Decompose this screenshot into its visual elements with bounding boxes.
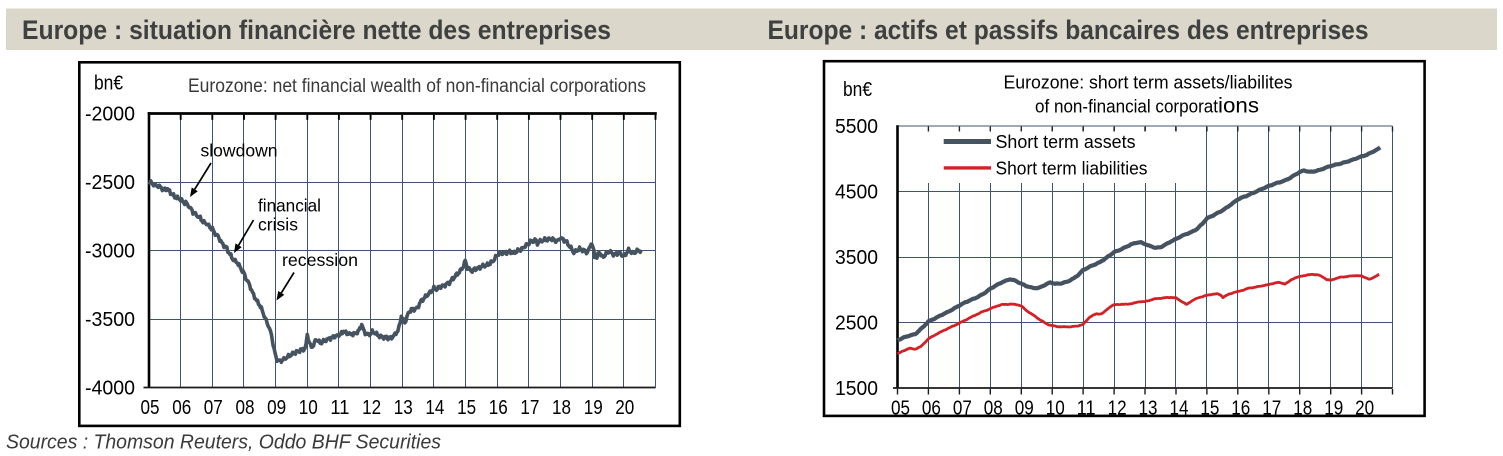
svg-text:12: 12 <box>362 397 381 419</box>
svg-text:3500: 3500 <box>835 247 878 269</box>
svg-text:10: 10 <box>1046 398 1065 420</box>
svg-text:-3000: -3000 <box>85 241 135 263</box>
svg-text:11: 11 <box>330 397 349 419</box>
svg-text:-2500: -2500 <box>85 172 135 194</box>
svg-text:Sources : Thomson Reuters, Odd: Sources : Thomson Reuters, Oddo BHF Secu… <box>6 432 441 454</box>
svg-text:19: 19 <box>584 397 603 419</box>
svg-text:06: 06 <box>172 397 191 419</box>
svg-text:5500: 5500 <box>835 116 878 138</box>
svg-text:20: 20 <box>615 397 634 419</box>
svg-text:13: 13 <box>1139 398 1158 420</box>
svg-text:recession: recession <box>282 250 358 270</box>
svg-text:12: 12 <box>1108 398 1127 420</box>
svg-text:09: 09 <box>267 397 286 419</box>
svg-text:05: 05 <box>891 398 910 420</box>
svg-text:05: 05 <box>141 397 160 419</box>
svg-text:1500: 1500 <box>835 378 878 400</box>
svg-text:15: 15 <box>457 397 476 419</box>
svg-text:19: 19 <box>1324 398 1343 420</box>
svg-text:07: 07 <box>953 398 972 420</box>
svg-text:08: 08 <box>984 398 1003 420</box>
svg-text:2500: 2500 <box>835 313 878 335</box>
svg-text:slowdown: slowdown <box>201 141 278 161</box>
svg-text:20: 20 <box>1355 398 1374 420</box>
svg-text:07: 07 <box>204 397 223 419</box>
svg-text:16: 16 <box>489 397 508 419</box>
svg-text:-3500: -3500 <box>85 309 135 331</box>
svg-text:18: 18 <box>1293 398 1312 420</box>
svg-text:14: 14 <box>425 397 444 419</box>
svg-text:09: 09 <box>1015 398 1034 420</box>
svg-text:17: 17 <box>1262 398 1281 420</box>
svg-text:Short term liabilities: Short term liabilities <box>996 159 1148 179</box>
svg-text:18: 18 <box>552 397 571 419</box>
svg-text:08: 08 <box>236 397 255 419</box>
svg-text:16: 16 <box>1231 398 1250 420</box>
svg-text:4500: 4500 <box>835 182 878 204</box>
svg-text:Europe : actifs et passifs ban: Europe : actifs et passifs bancaires des… <box>768 15 1369 45</box>
svg-text:Eurozone: short term assets/li: Eurozone: short term assets/liabilites <box>1004 72 1293 93</box>
svg-text:11: 11 <box>1077 398 1096 420</box>
svg-text:Europe : situation financière: Europe : situation financière nette des … <box>22 15 611 45</box>
svg-text:-4000: -4000 <box>85 378 135 400</box>
svg-text:of non-financial corporations: of non-financial corporations <box>1035 95 1259 118</box>
svg-text:Short term assets: Short term assets <box>996 132 1136 152</box>
svg-text:10: 10 <box>299 397 318 419</box>
svg-text:bn€: bn€ <box>94 73 123 95</box>
svg-text:Eurozone: net financial wealth: Eurozone: net financial wealth of non-fi… <box>188 76 646 97</box>
svg-text:17: 17 <box>520 397 539 419</box>
svg-text:bn€: bn€ <box>843 79 872 101</box>
svg-text:06: 06 <box>922 398 941 420</box>
svg-text:crisis: crisis <box>258 215 298 235</box>
svg-text:financial: financial <box>258 196 321 216</box>
svg-text:-2000: -2000 <box>85 104 135 126</box>
svg-text:15: 15 <box>1200 398 1219 420</box>
svg-text:13: 13 <box>394 397 413 419</box>
svg-text:14: 14 <box>1170 398 1189 420</box>
